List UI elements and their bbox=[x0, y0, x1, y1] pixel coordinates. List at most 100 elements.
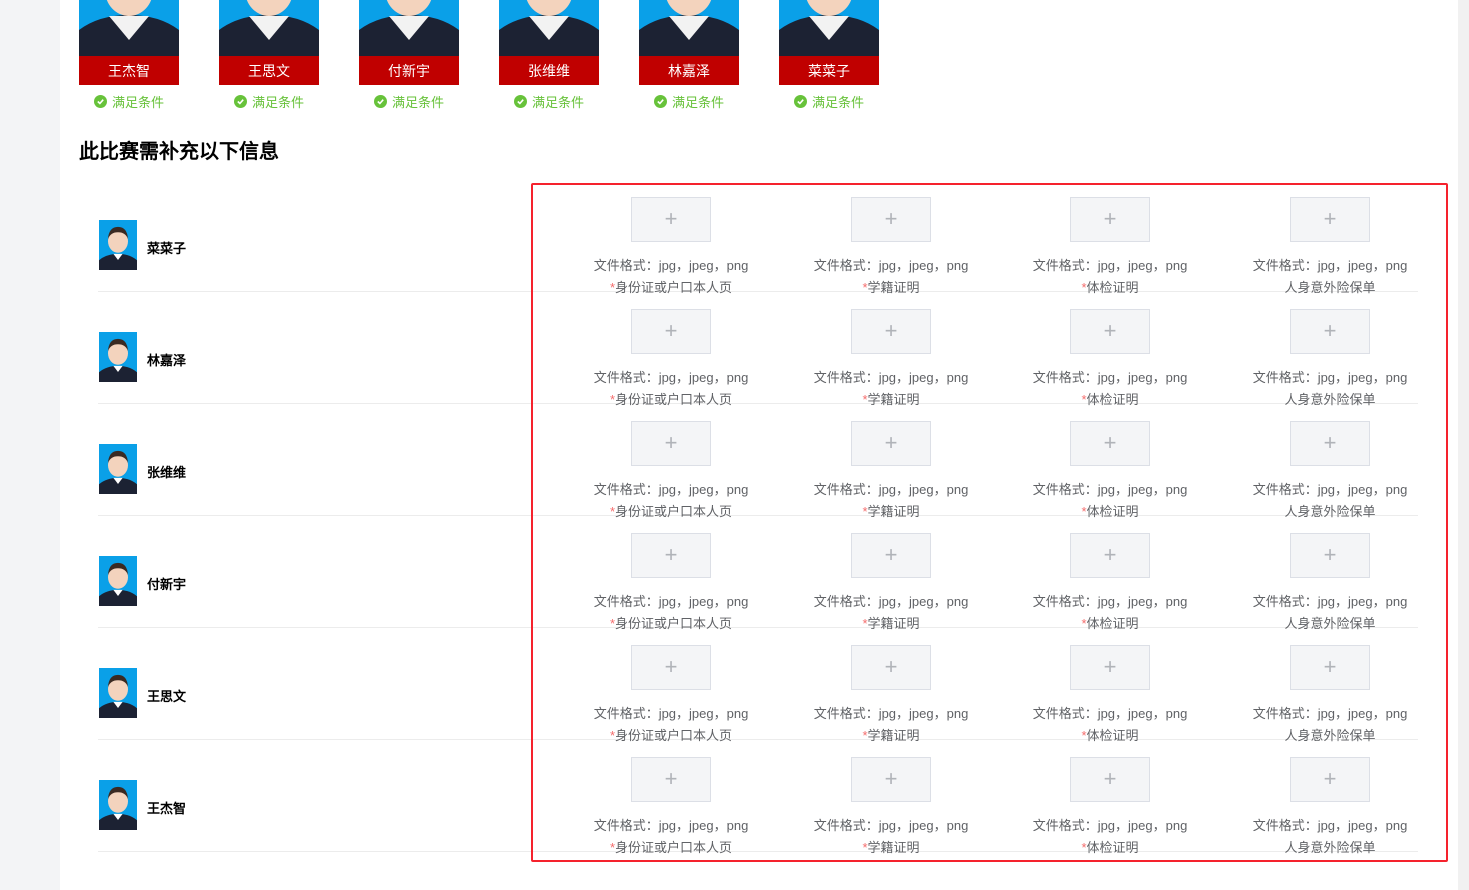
student-card[interactable]: 付新宇 满足条件 bbox=[359, 0, 459, 111]
section-title: 此比赛需补充以下信息 bbox=[79, 141, 279, 163]
required-mark: * bbox=[862, 840, 868, 855]
format-hint: 文件格式：jpg，jpeg，png bbox=[1032, 370, 1188, 385]
student-card[interactable]: 菜菜子 满足条件 bbox=[779, 0, 879, 111]
student-name: 菜菜子 bbox=[147, 241, 187, 256]
upload-button[interactable]: + bbox=[631, 757, 711, 802]
upload-button[interactable]: + bbox=[631, 309, 711, 354]
required-mark: * bbox=[609, 504, 616, 519]
document-label-text: 身份证或户口本人页 bbox=[615, 728, 733, 743]
required-mark: * bbox=[1081, 504, 1087, 519]
student-row: 付新宇 + 文件格式：jpg，jpeg，png *身份证或户口本人页 + 文件格… bbox=[98, 516, 1418, 631]
upload-field: + 文件格式：jpg，jpeg，png *体检证明 bbox=[1010, 197, 1210, 296]
format-hint: 文件格式：jpg，jpeg，png bbox=[593, 482, 749, 497]
upload-button[interactable]: + bbox=[1070, 197, 1150, 242]
check-circle-icon bbox=[373, 95, 387, 108]
avatar bbox=[99, 668, 137, 718]
upload-button[interactable]: + bbox=[851, 757, 931, 802]
document-label: *学籍证明 bbox=[791, 837, 991, 856]
upload-button[interactable]: + bbox=[1070, 757, 1150, 802]
document-label-text: 学籍证明 bbox=[867, 280, 920, 295]
student-photo bbox=[639, 0, 739, 56]
format-hint: 文件格式：jpg，jpeg，png bbox=[593, 258, 749, 273]
status-ok: 满足条件 bbox=[639, 92, 739, 111]
document-label: *身份证或户口本人页 bbox=[571, 277, 771, 296]
student-photo bbox=[779, 0, 879, 56]
document-label-text: 人身意外险保单 bbox=[1284, 504, 1376, 519]
document-label-text: 学籍证明 bbox=[867, 504, 920, 519]
document-label-text: 身份证或户口本人页 bbox=[615, 504, 733, 519]
check-circle-icon bbox=[653, 95, 667, 108]
student-name: 付新宇 bbox=[147, 577, 187, 592]
student-card[interactable]: 林嘉泽 满足条件 bbox=[639, 0, 739, 111]
upload-button[interactable]: + bbox=[1290, 645, 1370, 690]
upload-field: + 文件格式：jpg，jpeg，png 人身意外险保单 bbox=[1230, 197, 1430, 296]
required-mark: * bbox=[862, 616, 868, 631]
document-label: *学籍证明 bbox=[791, 613, 991, 632]
upload-button[interactable]: + bbox=[1290, 309, 1370, 354]
document-label: 人身意外险保单 bbox=[1230, 725, 1430, 744]
required-mark: * bbox=[862, 728, 868, 743]
format-hint: 文件格式：jpg，jpeg，png bbox=[593, 706, 749, 721]
upload-button[interactable]: + bbox=[1290, 757, 1370, 802]
document-label-text: 人身意外险保单 bbox=[1284, 728, 1376, 743]
plus-icon: + bbox=[884, 654, 898, 679]
upload-button[interactable]: + bbox=[1070, 309, 1150, 354]
upload-button[interactable]: + bbox=[631, 645, 711, 690]
upload-button[interactable]: + bbox=[631, 421, 711, 466]
plus-icon: + bbox=[884, 766, 898, 791]
format-hint: 文件格式：jpg，jpeg，png bbox=[593, 818, 749, 833]
upload-button[interactable]: + bbox=[851, 197, 931, 242]
student-photo bbox=[79, 0, 179, 56]
plus-icon: + bbox=[884, 318, 898, 343]
status-ok: 满足条件 bbox=[219, 92, 319, 111]
upload-field: + 文件格式：jpg，jpeg，png *学籍证明 bbox=[791, 197, 991, 296]
plus-icon: + bbox=[884, 430, 898, 455]
student-card[interactable]: 张维维 满足条件 bbox=[499, 0, 599, 111]
upload-button[interactable]: + bbox=[851, 421, 931, 466]
format-hint: 文件格式：jpg，jpeg，png bbox=[1032, 258, 1188, 273]
status-ok: 满足条件 bbox=[359, 92, 459, 111]
required-mark: * bbox=[1081, 392, 1087, 407]
status-text: 满足条件 bbox=[531, 95, 584, 110]
format-hint: 文件格式：jpg，jpeg，png bbox=[1032, 818, 1188, 833]
format-hint: 文件格式：jpg，jpeg，png bbox=[1032, 706, 1188, 721]
plus-icon: + bbox=[1323, 318, 1337, 343]
upload-button[interactable]: + bbox=[1290, 421, 1370, 466]
upload-button[interactable]: + bbox=[631, 197, 711, 242]
student-card[interactable]: 王杰智 满足条件 bbox=[79, 0, 179, 111]
plus-icon: + bbox=[664, 766, 678, 791]
upload-button[interactable]: + bbox=[1070, 421, 1150, 466]
format-hint: 文件格式：jpg，jpeg，png bbox=[1252, 258, 1408, 273]
upload-button[interactable]: + bbox=[1290, 197, 1370, 242]
plus-icon: + bbox=[1323, 766, 1337, 791]
upload-button[interactable]: + bbox=[851, 309, 931, 354]
required-mark: * bbox=[862, 280, 868, 295]
format-hint: 文件格式：jpg，jpeg，png bbox=[813, 258, 969, 273]
upload-button[interactable]: + bbox=[851, 533, 931, 578]
format-hint: 文件格式：jpg，jpeg，png bbox=[1252, 706, 1408, 721]
format-hint: 文件格式：jpg，jpeg，png bbox=[1032, 594, 1188, 609]
upload-field: + 文件格式：jpg，jpeg，png *学籍证明 bbox=[791, 421, 991, 520]
document-label: *体检证明 bbox=[1010, 389, 1210, 408]
document-label: *身份证或户口本人页 bbox=[571, 725, 771, 744]
upload-button[interactable]: + bbox=[851, 645, 931, 690]
document-label-text: 体检证明 bbox=[1086, 728, 1139, 743]
student-row: 王思文 + 文件格式：jpg，jpeg，png *身份证或户口本人页 + 文件格… bbox=[98, 628, 1418, 743]
student-name: 林嘉泽 bbox=[639, 56, 739, 85]
document-label-text: 学籍证明 bbox=[867, 392, 920, 407]
upload-field: + 文件格式：jpg，jpeg，png 人身意外险保单 bbox=[1230, 645, 1430, 744]
upload-button[interactable]: + bbox=[1290, 533, 1370, 578]
format-hint: 文件格式：jpg，jpeg，png bbox=[1252, 818, 1408, 833]
upload-field: + 文件格式：jpg，jpeg，png 人身意外险保单 bbox=[1230, 309, 1430, 408]
document-label: *学籍证明 bbox=[791, 725, 991, 744]
plus-icon: + bbox=[1103, 654, 1117, 679]
main-content: 王杰智 满足条件 王思文 满足条件 付新宇 满足条件 张维维 满足条件 林嘉泽 … bbox=[60, 0, 1458, 890]
check-circle-icon bbox=[93, 95, 107, 108]
scrollbar[interactable] bbox=[1458, 0, 1469, 890]
upload-field: + 文件格式：jpg，jpeg，png *学籍证明 bbox=[791, 645, 991, 744]
upload-button[interactable]: + bbox=[631, 533, 711, 578]
upload-field: + 文件格式：jpg，jpeg，png *身份证或户口本人页 bbox=[571, 421, 771, 520]
student-card[interactable]: 王思文 满足条件 bbox=[219, 0, 319, 111]
upload-button[interactable]: + bbox=[1070, 645, 1150, 690]
upload-button[interactable]: + bbox=[1070, 533, 1150, 578]
